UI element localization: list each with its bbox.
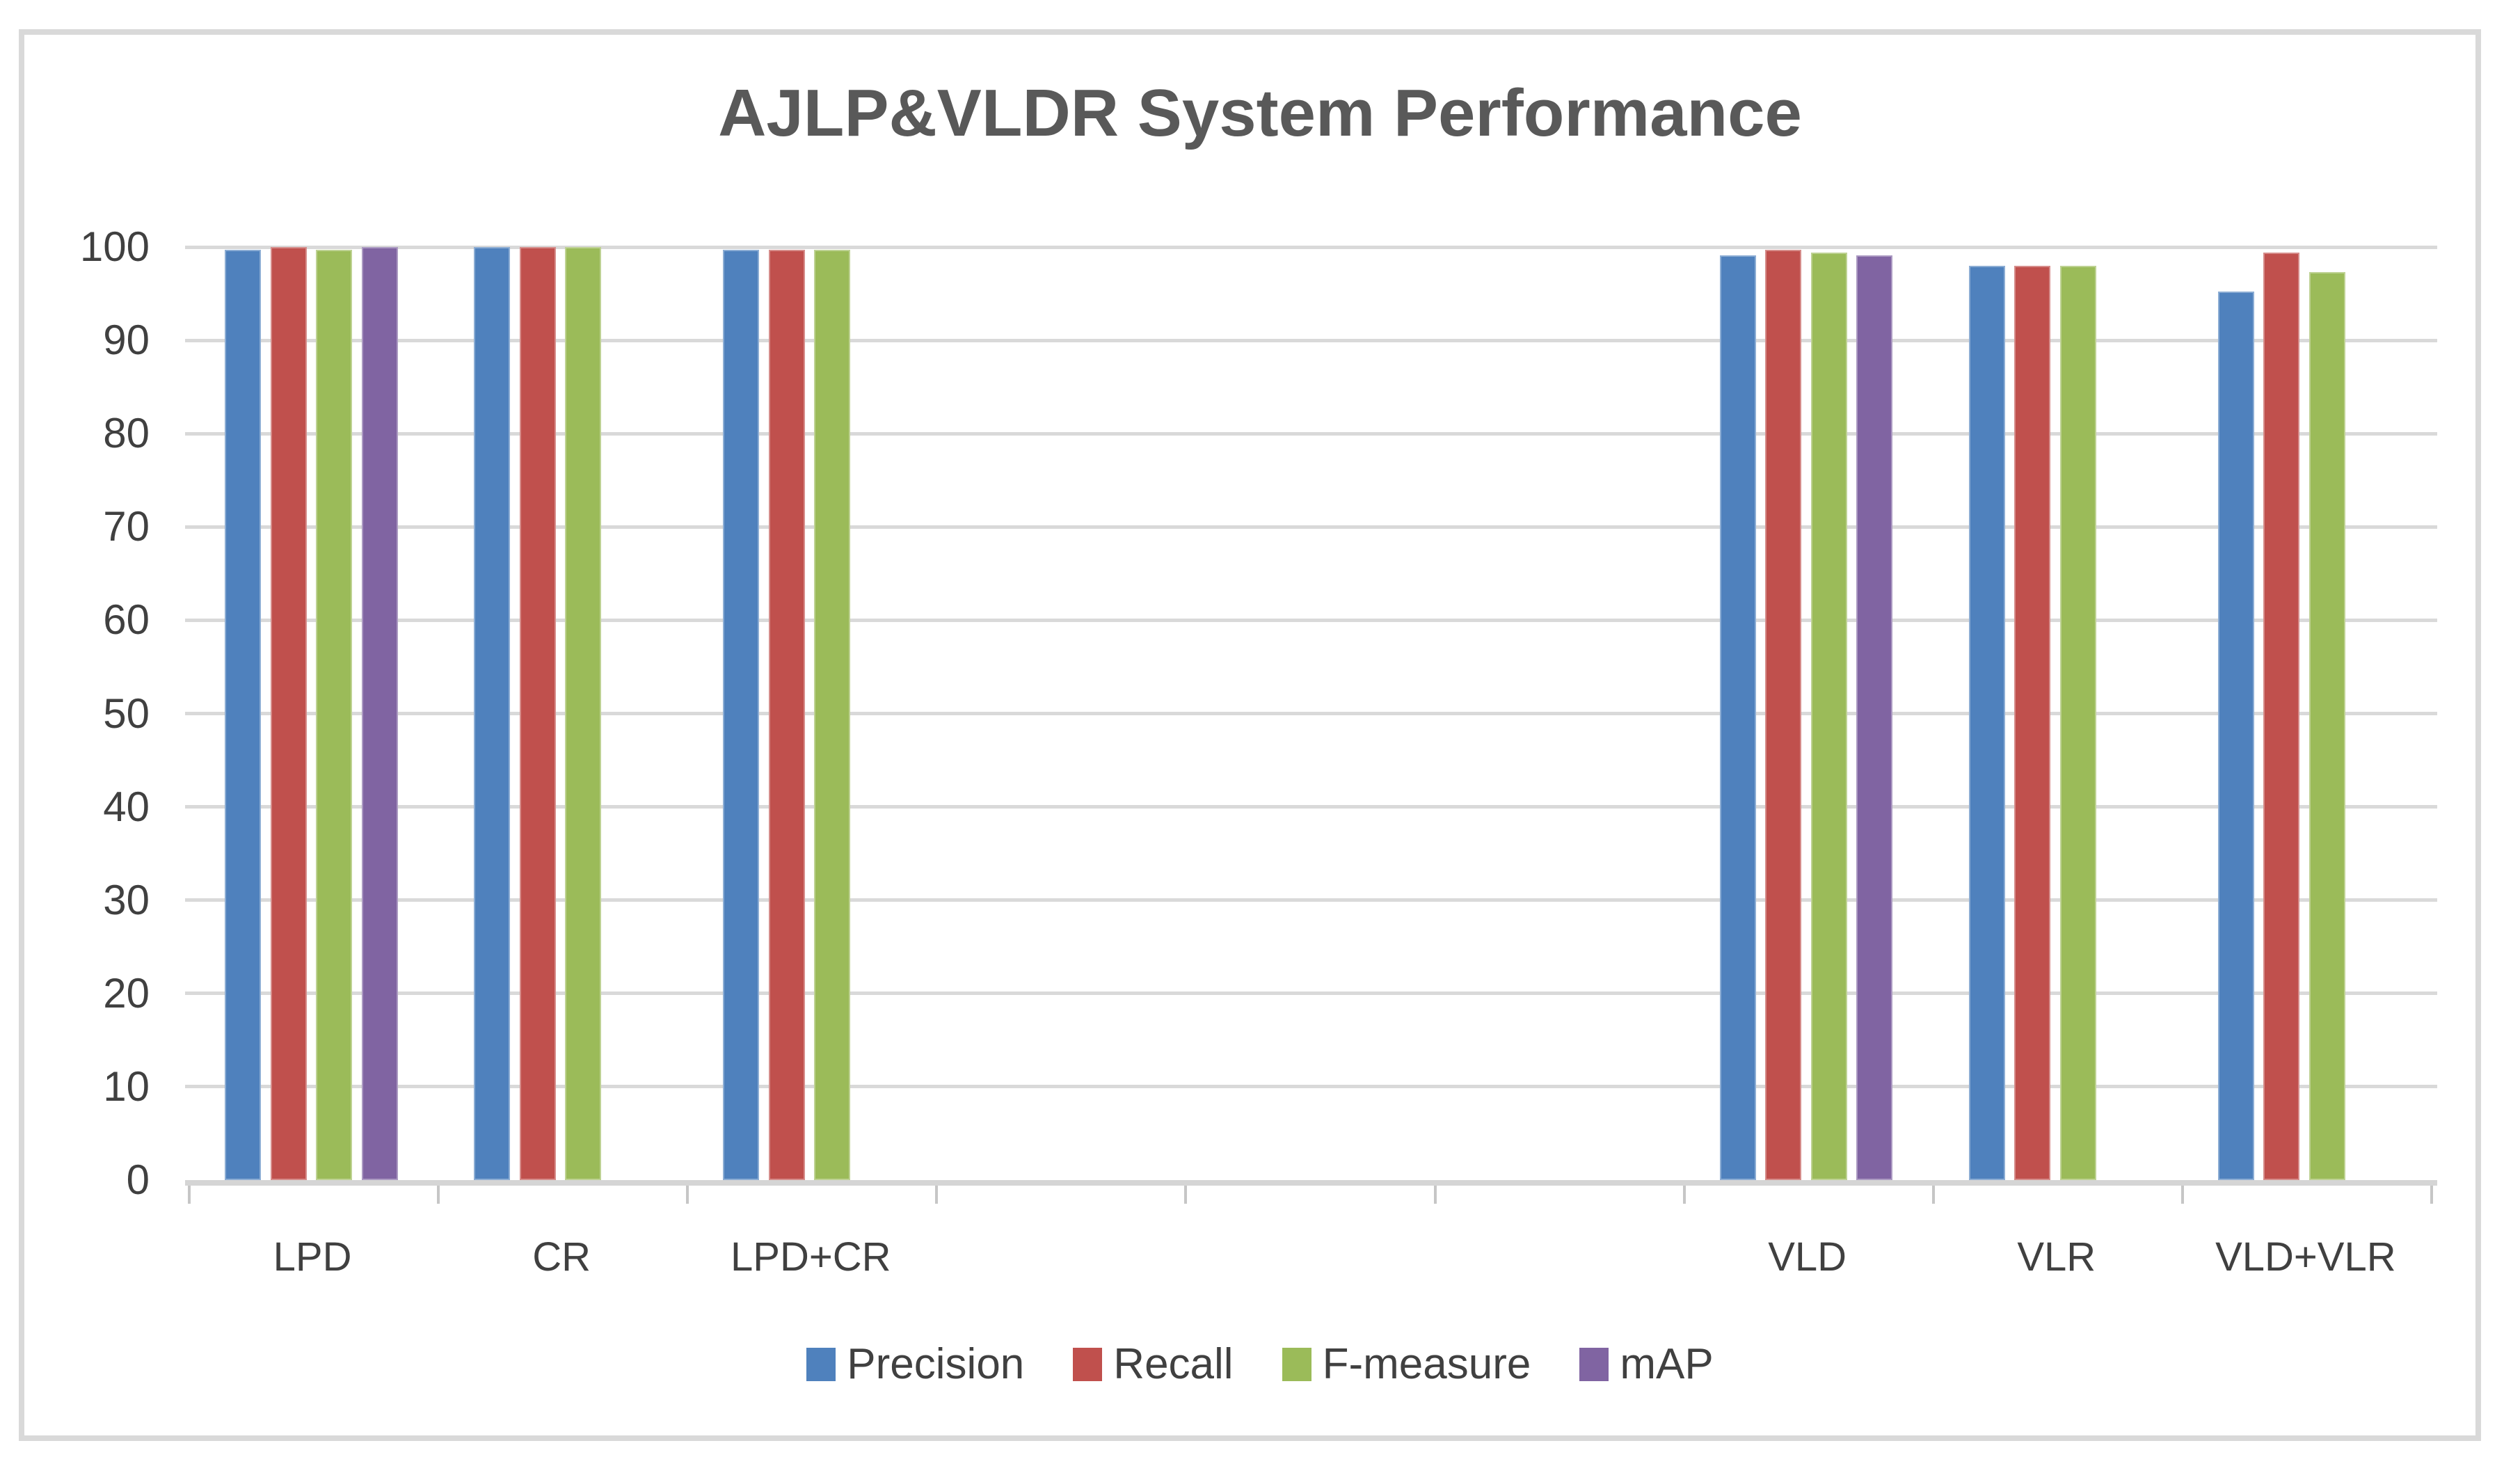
bar-precision-vlr [1968,265,2005,1180]
x-axis-tick [437,1186,440,1204]
bar-f-measure-vld [1810,253,1847,1180]
bar-recall-vld+vlr [2263,253,2300,1180]
bar-f-measure-lpd+cr [814,250,851,1180]
bar-f-measure-lpd [316,250,352,1180]
x-axis-tick [1931,1186,1935,1204]
x-axis-tick [2430,1186,2433,1204]
bar-precision-lpd [225,250,261,1180]
gridline [185,992,2437,996]
gridline [185,431,2437,436]
bar-map-vld [1856,255,1893,1180]
gridline [185,245,2437,249]
gridline [185,338,2437,342]
x-axis-tick [935,1186,939,1204]
legend-swatch-f-measure [1282,1348,1311,1381]
gridline [185,1085,2437,1089]
legend-label: Recall [1113,1340,1234,1388]
gridline [185,525,2437,529]
bar-recall-lpd [270,247,307,1180]
y-axis-label: 40 [103,783,150,830]
bar-recall-vld [1765,250,1802,1180]
bar-f-measure-cr [565,247,602,1180]
x-axis-tick [1184,1186,1188,1204]
bar-recall-vlr [2014,265,2051,1180]
legend-item-precision: Precision [806,1343,1024,1386]
legend-swatch-recall [1073,1348,1103,1381]
x-axis-label-cr: CR [532,1234,591,1280]
legend-label: Precision [847,1340,1025,1388]
legend-swatch-precision [806,1348,836,1381]
gridline [185,898,2437,902]
y-axis-label: 30 [103,876,150,923]
legend: Precision Recall F-measure mAP [0,1340,2520,1389]
legend-item-f-measure: F-measure [1282,1343,1531,1386]
y-axis-label: 90 [103,317,150,364]
x-axis-label-vld: VLD [1768,1234,1847,1280]
gridline [185,805,2437,809]
y-axis-label: 0 [126,1156,150,1203]
x-axis-tick [1433,1186,1437,1204]
x-axis-label-lpd: LPD [273,1234,352,1280]
legend-label: mAP [1620,1340,1714,1388]
y-axis-label: 50 [103,690,150,737]
bar-f-measure-vld+vlr [2308,272,2345,1180]
x-axis-tick [188,1186,191,1204]
x-axis-line [185,1180,2437,1186]
x-axis-label-lpd+cr: LPD+CR [731,1234,891,1280]
bar-precision-vld [1719,255,1756,1180]
x-axis-tick [1682,1186,1686,1204]
bar-recall-cr [519,247,556,1180]
bar-map-lpd [361,247,398,1180]
bar-recall-lpd+cr [768,250,805,1180]
chart-title: AJLP&VLDR System Performance [718,76,1802,150]
bar-precision-lpd+cr [723,250,760,1180]
bar-precision-cr [474,247,511,1180]
legend-item-map: mAP [1579,1340,1714,1388]
y-axis-label: 60 [103,596,150,644]
legend-label: F-measure [1322,1340,1531,1388]
y-axis-label: 70 [103,503,150,550]
legend-swatch-map [1579,1348,1609,1381]
x-axis-tick [2180,1186,2184,1204]
bar-f-measure-vlr [2059,265,2096,1180]
x-axis-label-vlr: VLR [2017,1234,2096,1280]
x-axis-tick [686,1186,689,1204]
gridline [185,618,2437,622]
y-axis-label: 100 [79,223,150,270]
gridline [185,712,2437,715]
x-axis-label-vld+vlr: VLD+VLR [2215,1234,2396,1280]
y-axis-label: 20 [103,969,150,1017]
legend-item-recall: Recall [1073,1340,1234,1388]
y-axis-label: 80 [103,410,150,457]
bar-precision-vld+vlr [2217,292,2254,1180]
y-axis-label: 10 [103,1062,150,1110]
